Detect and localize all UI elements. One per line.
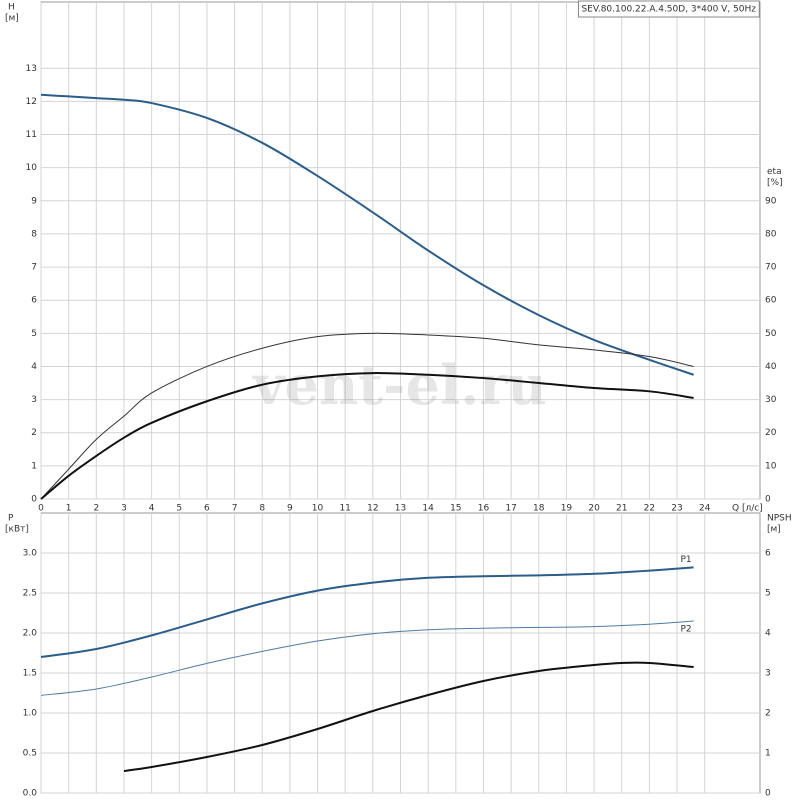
y-tick-label: 11 <box>26 130 37 140</box>
y-tick-label: 9 <box>31 196 37 206</box>
y2-tick-label: 0 <box>765 495 771 505</box>
curve <box>40 93 694 376</box>
y2-axis-unit: [%] <box>767 178 783 188</box>
y-tick-label: 2 <box>31 428 37 438</box>
x-tick-label: 24 <box>699 504 711 514</box>
curve-label: P1 <box>680 555 691 565</box>
y2-axis-unit: [м] <box>767 525 781 535</box>
y-tick-label: 7 <box>31 263 37 273</box>
y-tick-label: 0 <box>31 495 37 505</box>
curve <box>40 332 694 500</box>
y-tick-label: 2.5 <box>23 589 37 599</box>
y-tick-label: 2.0 <box>23 629 38 639</box>
y-axis-unit: [кВт] <box>5 525 29 535</box>
x-tick-label: 17 <box>505 504 516 514</box>
y2-tick-label: 0 <box>765 789 771 799</box>
x-tick-label: 6 <box>204 504 210 514</box>
y-tick-label: 6 <box>31 296 37 306</box>
chart-title: SEV.80.100.22.A.4.50D, 3*400 V, 50Hz <box>581 5 756 15</box>
x-tick-label: 10 <box>312 504 324 514</box>
x-tick-label: 16 <box>478 504 490 514</box>
y-tick-label: 1 <box>31 461 37 471</box>
y2-tick-label: 10 <box>765 461 777 471</box>
title-box <box>577 0 760 18</box>
curve <box>40 566 694 658</box>
x-tick-label: 22 <box>644 504 655 514</box>
x-tick-label: 5 <box>176 504 182 514</box>
x-tick-label: 15 <box>450 504 461 514</box>
x-axis-label: Q [л/с] <box>732 504 763 514</box>
y-tick-label: 3 <box>31 395 37 405</box>
y2-tick-label: 3 <box>765 669 771 679</box>
curve <box>40 372 694 500</box>
x-tick-label: 2 <box>93 504 99 514</box>
x-tick-label: 7 <box>232 504 238 514</box>
x-tick-label: 23 <box>671 504 682 514</box>
y-tick-label: 5 <box>31 329 37 339</box>
x-tick-label: 19 <box>561 504 573 514</box>
x-tick-label: 18 <box>533 504 545 514</box>
y2-tick-label: 70 <box>765 263 777 273</box>
y2-tick-label: 60 <box>765 296 777 306</box>
y2-tick-label: 40 <box>765 362 777 372</box>
y2-tick-label: 50 <box>765 329 777 339</box>
y2-tick-label: 20 <box>765 428 777 438</box>
y-tick-label: 8 <box>31 229 37 239</box>
y-axis-label: H <box>8 3 15 13</box>
y2-tick-label: 90 <box>765 196 777 206</box>
watermark: vent-el.ru <box>252 353 547 417</box>
curve <box>40 620 694 696</box>
x-tick-label: 13 <box>395 504 406 514</box>
y-tick-label: 13 <box>26 64 37 74</box>
y-tick-label: 3.0 <box>23 549 38 559</box>
x-tick-label: 9 <box>287 504 293 514</box>
y2-tick-label: 4 <box>765 629 771 639</box>
y-tick-label: 0.5 <box>23 749 37 759</box>
x-tick-label: 20 <box>588 504 600 514</box>
x-tick-label: 12 <box>367 504 378 514</box>
y-tick-label: 12 <box>26 97 37 107</box>
y2-tick-label: 80 <box>765 229 777 239</box>
y2-tick-label: 6 <box>765 549 771 559</box>
y2-tick-label: 2 <box>765 709 771 719</box>
y-tick-label: 4 <box>31 362 37 372</box>
y-axis-label: P <box>8 514 14 524</box>
y-tick-label: 10 <box>26 163 38 173</box>
x-tick-label: 11 <box>339 504 350 514</box>
x-tick-label: 14 <box>422 504 434 514</box>
y2-tick-label: 5 <box>765 589 771 599</box>
y-tick-label: 1.5 <box>23 669 37 679</box>
y2-tick-label: 30 <box>765 395 777 405</box>
y-tick-label: 1.0 <box>23 709 38 719</box>
y-tick-label: 0.0 <box>23 789 38 799</box>
curve <box>123 661 694 772</box>
curve-label: P2 <box>680 625 691 635</box>
x-tick-label: 1 <box>66 504 72 514</box>
y2-axis-label: NPSH <box>767 514 792 524</box>
y2-tick-label: 1 <box>765 749 771 759</box>
x-tick-label: 21 <box>616 504 627 514</box>
y2-axis-label: eta <box>767 167 782 177</box>
x-tick-label: 3 <box>121 504 127 514</box>
x-tick-label: 4 <box>149 504 155 514</box>
x-tick-label: 8 <box>259 504 265 514</box>
y-axis-unit: [м] <box>5 14 19 24</box>
x-tick-label: 0 <box>38 504 44 514</box>
